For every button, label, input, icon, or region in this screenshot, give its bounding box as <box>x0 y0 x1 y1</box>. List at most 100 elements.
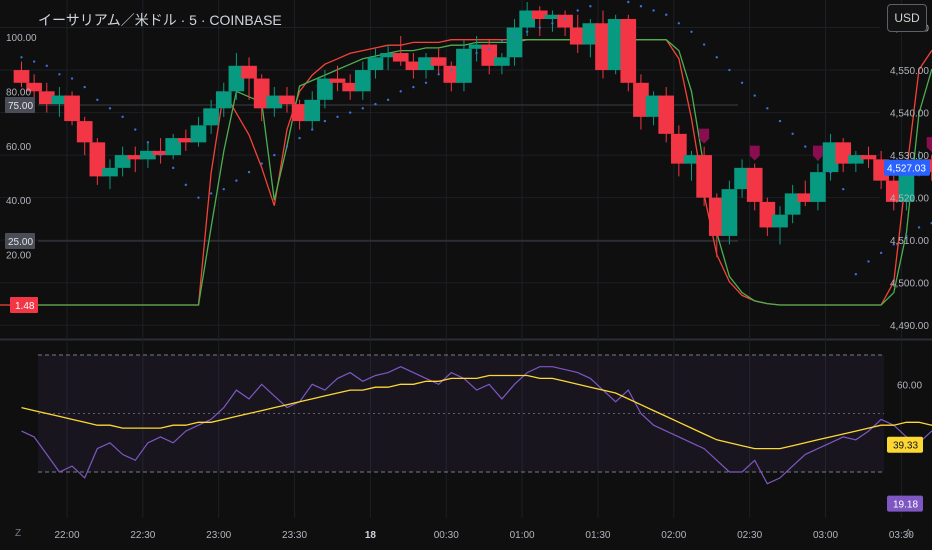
candle-body <box>633 82 649 117</box>
stochastic-level-label: 75.00 <box>8 101 33 112</box>
candle-body <box>177 138 194 143</box>
time-axis-label: 23:00 <box>206 530 231 541</box>
candle-body <box>683 155 700 164</box>
sar-dot <box>273 153 276 157</box>
rsi-ma-label: 39.33 <box>893 441 918 452</box>
time-axis-label: 18 <box>365 530 377 541</box>
time-axis-label: 22:30 <box>130 530 155 541</box>
pattern-marker <box>812 145 823 161</box>
candle-body <box>152 150 169 156</box>
current-price-tag <box>884 159 930 176</box>
candle-body <box>456 48 472 83</box>
candle-body <box>620 19 637 83</box>
candle-body <box>708 197 725 236</box>
time-axis-label: 22:00 <box>54 530 79 541</box>
sar-dot <box>386 98 390 102</box>
current-price-label: 4,527.03 <box>887 164 926 175</box>
sar-dot <box>740 81 744 85</box>
stochastic-current-label: 1.48 <box>15 301 35 312</box>
stochastic-axis-label: 80.00 <box>6 87 31 98</box>
sar-dot <box>70 77 74 80</box>
sar-dot <box>854 273 858 276</box>
candle-body <box>241 65 257 79</box>
sar-dot <box>96 98 99 102</box>
candle-body <box>405 61 422 71</box>
sar-dot <box>83 85 86 89</box>
sar-dot <box>804 145 807 148</box>
timezone-icon[interactable]: Z <box>15 528 22 539</box>
sar-dot <box>766 107 769 110</box>
candle-body <box>696 155 712 198</box>
candle-body <box>544 14 561 20</box>
sar-dot <box>323 119 327 123</box>
candle-body <box>13 70 30 83</box>
candle-body <box>354 70 371 92</box>
pattern-marker <box>749 145 760 161</box>
price-axis-label: 4,510.00 <box>890 236 929 247</box>
candle-body <box>140 150 156 160</box>
sar-dot <box>298 136 301 140</box>
rsi-ma-line <box>21 374 932 450</box>
candle-body <box>810 172 826 202</box>
candle-body <box>797 193 814 202</box>
rsi-value-label: 19.18 <box>893 500 918 511</box>
sar-dot <box>525 30 529 33</box>
sar-dot <box>753 94 756 97</box>
candle-body <box>898 167 915 202</box>
candle-body <box>772 214 788 228</box>
candle-body <box>102 167 118 177</box>
chart-title: イーサリアム／米ドル · 5 · COINBASE <box>38 12 282 28</box>
sar-dot <box>462 60 466 63</box>
sar-dot <box>159 153 162 157</box>
sar-dot <box>538 26 541 29</box>
candle-body <box>215 91 232 109</box>
rsi-axis-label: 60.00 <box>897 380 922 391</box>
sar-dot <box>829 170 832 174</box>
sar-dot <box>892 243 895 246</box>
stochastic-level-label: 25.00 <box>8 237 33 248</box>
candle-body <box>51 95 68 105</box>
candle-body <box>860 155 877 160</box>
sar-dot <box>336 115 339 119</box>
sar-dot <box>121 115 124 119</box>
candle-body <box>127 155 144 160</box>
sar-dot <box>311 128 314 131</box>
candle-body <box>443 65 460 83</box>
sar-dot <box>260 162 263 165</box>
rsi-line <box>21 366 932 485</box>
sar-dot <box>500 39 504 42</box>
stochastic-axis-label: 60.00 <box>6 142 31 153</box>
sar-dot <box>627 0 630 4</box>
candle-body <box>721 189 738 236</box>
sar-dot <box>715 56 718 59</box>
stochastic-axis-label: 40.00 <box>6 196 31 207</box>
auto-scale-icon[interactable]: A <box>905 528 912 539</box>
candle-body <box>848 155 864 164</box>
candle-body <box>468 44 485 49</box>
sar-dot <box>412 85 415 89</box>
candle-body <box>380 53 396 58</box>
candle-body <box>89 142 106 177</box>
candle-body <box>203 108 219 126</box>
candle-body <box>342 82 359 92</box>
sar-dot <box>222 187 225 191</box>
candle-body <box>317 78 333 100</box>
candle-body <box>519 10 535 28</box>
sar-dot <box>184 183 188 187</box>
candle-body <box>418 57 434 71</box>
sar-dot <box>134 128 137 131</box>
time-axis-label: 01:30 <box>585 530 610 541</box>
sar-dot <box>551 22 554 25</box>
pattern-marker <box>926 137 932 153</box>
sar-dot <box>437 73 440 76</box>
sar-dot <box>424 81 428 85</box>
sar-dot <box>841 187 845 191</box>
pattern-marker <box>699 128 710 144</box>
candle-body <box>76 121 93 143</box>
sar-dot <box>171 166 175 170</box>
currency-button[interactable]: USD <box>887 4 927 32</box>
sar-dot <box>146 141 150 144</box>
sar-dot <box>475 51 478 55</box>
stochastic-level-tag <box>5 97 35 114</box>
